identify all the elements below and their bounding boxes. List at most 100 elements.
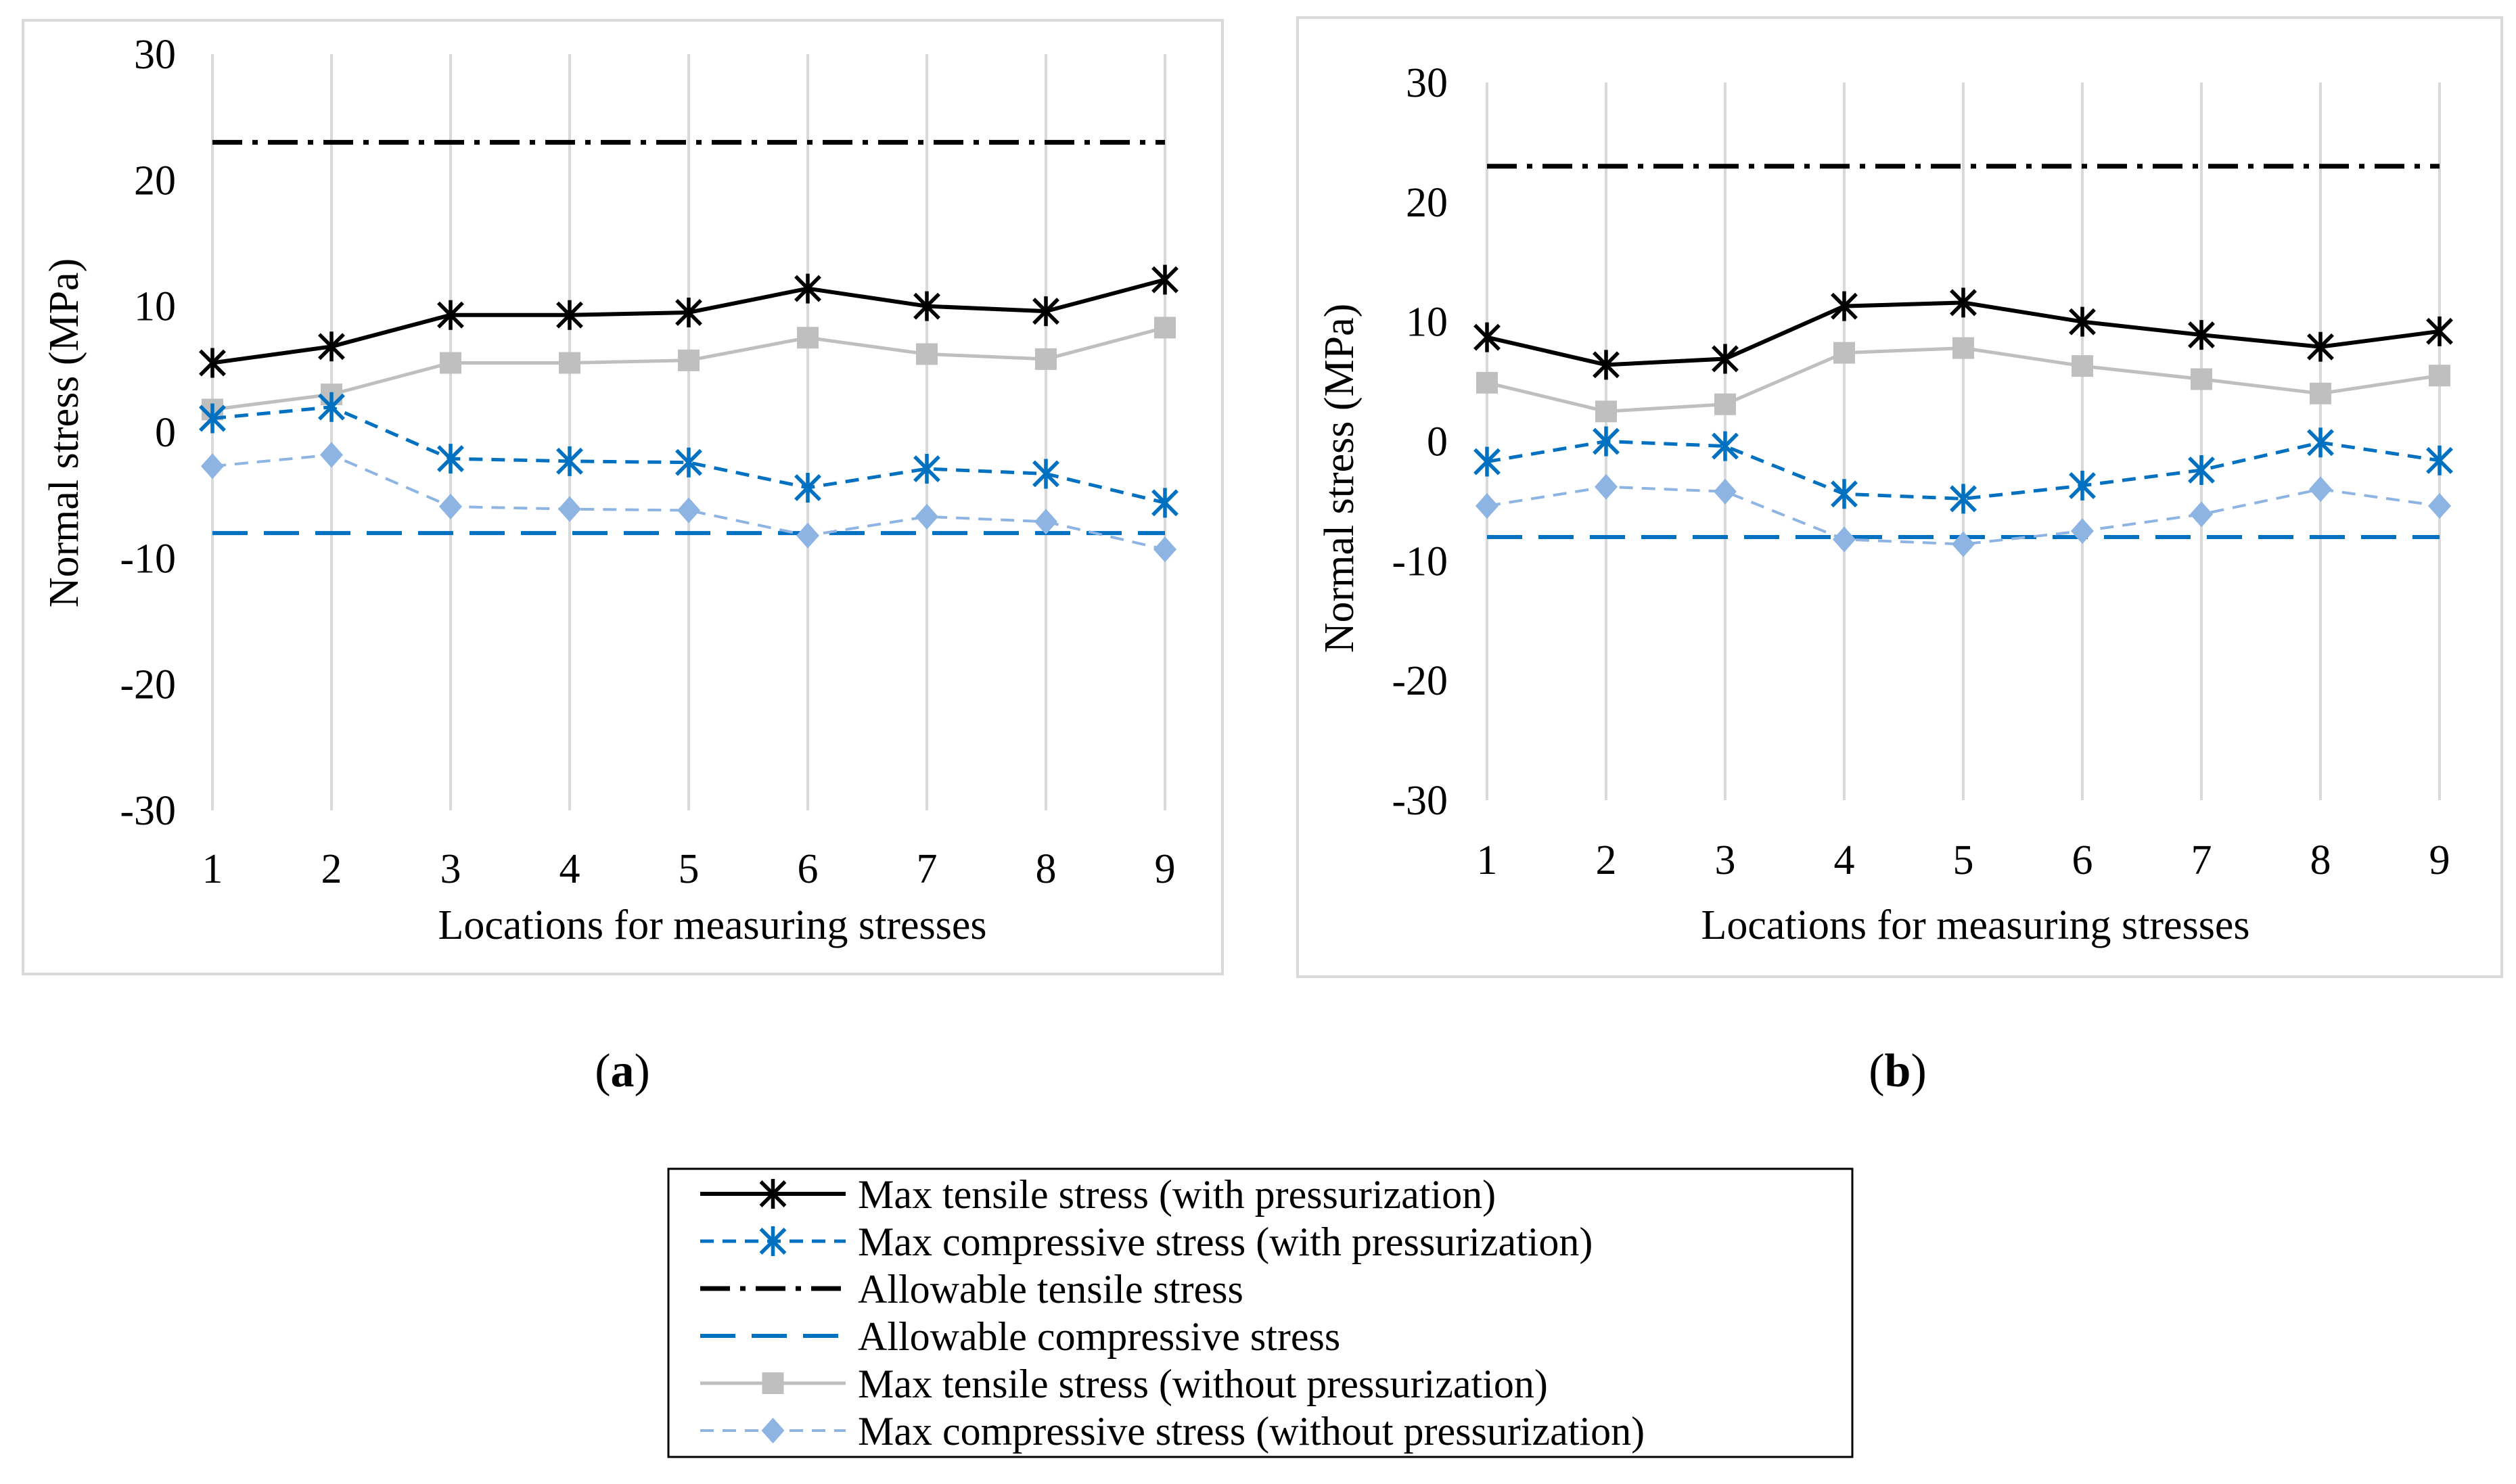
data-point xyxy=(439,493,462,519)
data-point xyxy=(794,273,821,304)
y-tick-label: 20 xyxy=(1406,180,1448,226)
legend-box xyxy=(667,1167,1854,1458)
data-point xyxy=(558,496,581,522)
data-point xyxy=(1032,296,1059,327)
data-point xyxy=(437,444,464,474)
chart-panel-a: 30 20 10 0 -10 -20 -30 1 2 3 4 5 6 7 8 9 Normal stress… xyxy=(22,19,1224,975)
data-point xyxy=(1151,488,1179,518)
data-point xyxy=(1595,473,1618,500)
series-line xyxy=(212,405,1166,505)
plot-area xyxy=(1473,164,2453,557)
data-point xyxy=(1714,478,1737,505)
data-point xyxy=(797,327,819,349)
x-tick-labels: 1 2 3 4 5 6 7 8 9 xyxy=(1477,837,2450,883)
data-point xyxy=(1473,446,1501,477)
data-point xyxy=(1153,536,1176,563)
legend: Max tensile stress (with pressurization)… xyxy=(667,1167,1854,1458)
series-tensile-without xyxy=(1476,337,2450,423)
y-tick-label: 10 xyxy=(1406,300,1448,346)
data-point xyxy=(1035,348,1057,370)
y-axis-title: Normal stress (MPa) xyxy=(1317,304,1363,653)
x-tick-label: 9 xyxy=(2429,837,2450,883)
data-point xyxy=(2428,492,2451,519)
series-compressive-without xyxy=(201,442,1176,563)
y-tick-label: -20 xyxy=(120,662,176,708)
data-point xyxy=(913,454,940,484)
series-compressive-without xyxy=(1476,473,2451,557)
data-point xyxy=(1593,426,1620,457)
y-tick-label: 0 xyxy=(1427,419,1448,465)
data-point xyxy=(794,472,821,503)
data-point xyxy=(1034,509,1057,535)
legend-entry: Max compressive stress (without pressuri… xyxy=(700,1409,1645,1454)
x-axis-title: Locations for measuring stresses xyxy=(438,902,987,948)
data-point xyxy=(1473,322,1501,352)
legend-marker xyxy=(762,1372,784,1394)
panel-label-b-letter: b xyxy=(1885,1045,1911,1097)
legend-label: Allowable compressive stress xyxy=(858,1314,1340,1359)
series-compressive-with xyxy=(1473,426,2453,514)
data-point xyxy=(916,343,938,365)
legend-label: Allowable tensile stress xyxy=(858,1267,1243,1312)
data-point xyxy=(2190,501,2213,528)
legend-marker xyxy=(759,1226,787,1256)
data-point xyxy=(1831,479,1858,509)
data-point xyxy=(2309,476,2332,503)
y-tick-label: 20 xyxy=(134,158,176,204)
y-tick-label: 0 xyxy=(155,410,176,456)
data-point xyxy=(199,403,226,434)
data-point xyxy=(1032,459,1059,489)
y-tick-label: -20 xyxy=(1392,658,1448,704)
data-point xyxy=(1154,317,1176,339)
series-line xyxy=(1486,440,2440,501)
series-line xyxy=(212,453,1166,551)
data-point xyxy=(2188,455,2215,485)
x-tick-label: 5 xyxy=(1953,837,1974,883)
x-tick-label: 4 xyxy=(559,846,580,892)
data-point xyxy=(437,300,464,330)
data-point xyxy=(677,497,700,524)
data-point xyxy=(2069,306,2096,337)
x-tick-label: 4 xyxy=(1834,837,1855,883)
y-tick-label: 30 xyxy=(134,32,176,78)
data-point xyxy=(1151,264,1179,295)
y-axis-title: Normal stress (MPa) xyxy=(41,258,87,608)
data-point xyxy=(1950,287,1977,318)
data-point xyxy=(675,297,702,327)
panel-label-a: (a) xyxy=(595,1045,650,1097)
data-point xyxy=(913,291,940,321)
data-point xyxy=(1476,492,1499,519)
data-point xyxy=(2069,470,2096,501)
legend-entry: Allowable tensile stress xyxy=(700,1267,1243,1312)
x-axis-title: Locations for measuring stresses xyxy=(1701,902,2250,948)
data-point xyxy=(915,503,938,530)
data-point xyxy=(796,522,819,549)
data-point xyxy=(1593,350,1620,380)
chart-frame xyxy=(22,19,1224,975)
data-point xyxy=(556,446,583,476)
data-point xyxy=(318,392,345,422)
data-point xyxy=(675,447,702,478)
data-point xyxy=(2071,518,2094,544)
data-point xyxy=(318,331,345,362)
legend-marker xyxy=(759,1179,787,1209)
data-point xyxy=(1950,484,1977,514)
x-tick-label: 3 xyxy=(1715,837,1736,883)
data-point xyxy=(556,300,583,330)
data-point xyxy=(1831,291,1858,321)
data-point xyxy=(201,453,224,480)
y-tick-label: -30 xyxy=(120,788,176,834)
data-point xyxy=(1712,431,1739,461)
data-point xyxy=(2426,445,2453,476)
legend-entry: Max tensile stress (with pressurization) xyxy=(700,1172,1496,1217)
legend-label: Max tensile stress (without pressurizati… xyxy=(858,1362,1548,1406)
legend-entry: Max compressive stress (with pressurizat… xyxy=(700,1220,1593,1264)
panel-label-b: (b) xyxy=(1869,1045,1927,1097)
data-point xyxy=(2429,365,2450,387)
chart-panel-b: 30 20 10 0 -10 -20 -30 1 2 3 4 5 6 7 8 9 Normal stress… xyxy=(1296,16,2503,978)
x-tick-labels: 1 2 3 4 5 6 7 8 9 xyxy=(202,846,1176,892)
x-tick-label: 6 xyxy=(2072,837,2093,883)
x-tick-label: 2 xyxy=(321,846,342,892)
y-tick-labels: 30 20 10 0 -10 -20 -30 xyxy=(120,32,176,834)
data-point xyxy=(2188,320,2215,350)
